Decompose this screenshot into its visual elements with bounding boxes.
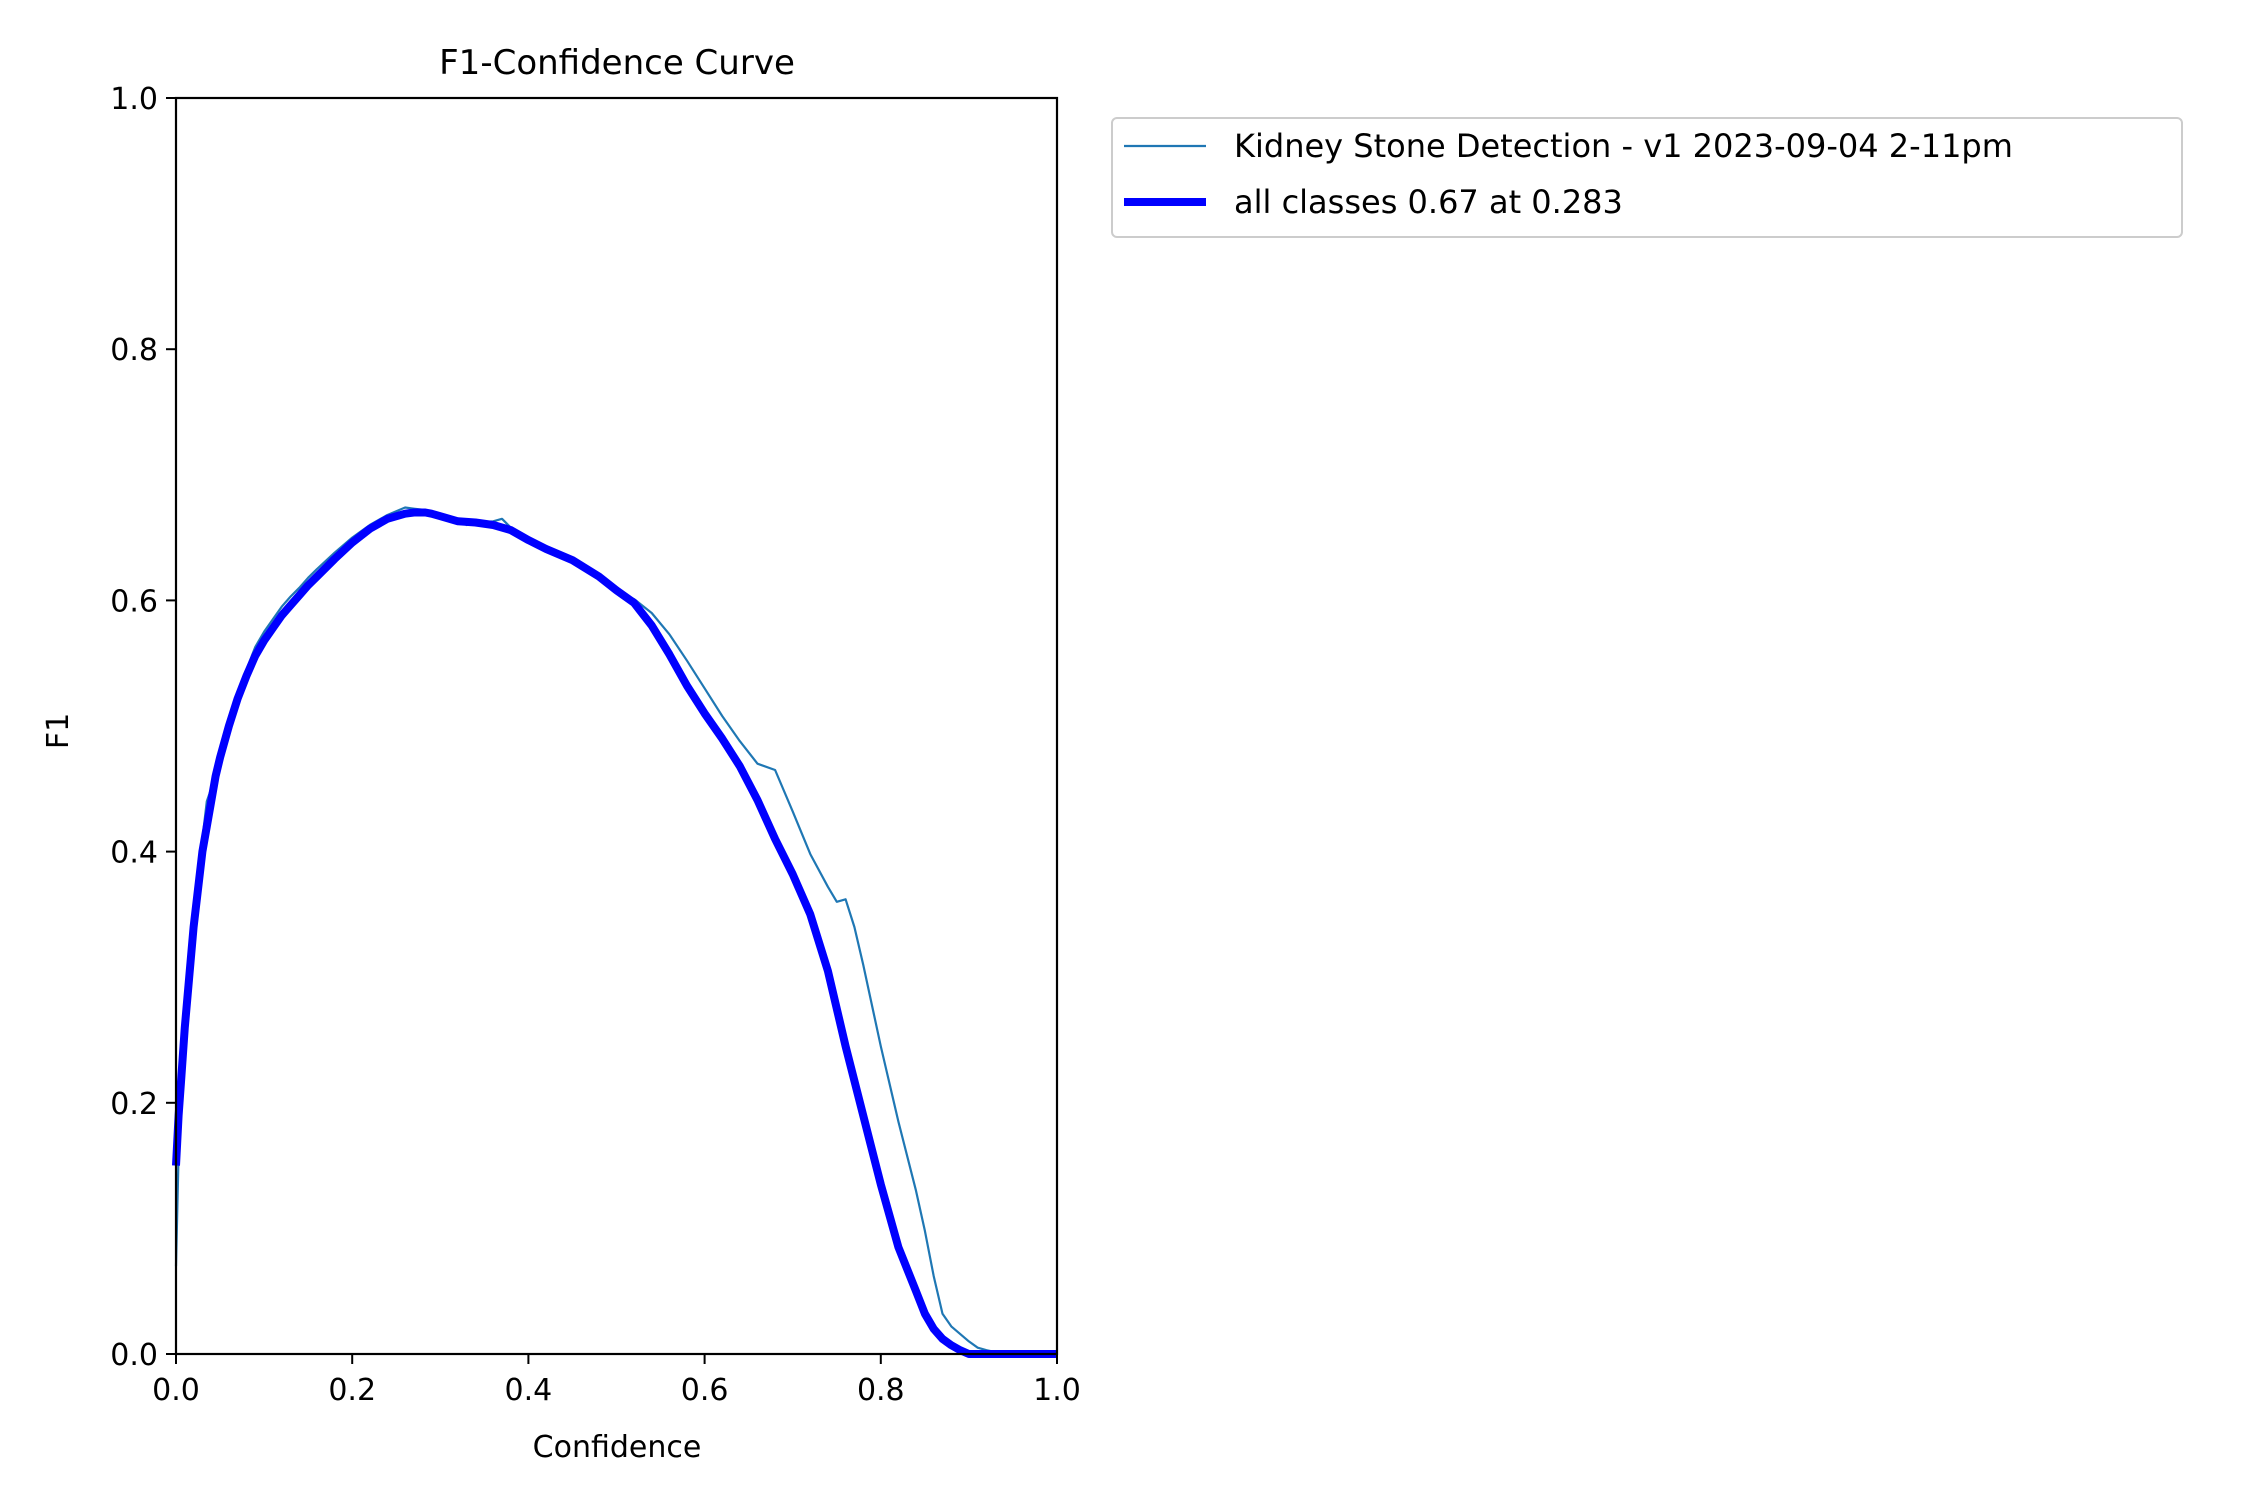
y-tick-label: 1.0 <box>110 82 158 117</box>
x-tick-label: 1.0 <box>1033 1373 1081 1408</box>
y-axis-label: F1 <box>41 713 76 749</box>
y-tick-label: 0.6 <box>110 584 158 619</box>
y-tick-label: 0.2 <box>110 1087 158 1122</box>
legend-frame <box>1111 117 2183 238</box>
x-tick-label: 0.4 <box>505 1373 553 1408</box>
x-tick-label: 0.2 <box>328 1373 376 1408</box>
chart-title: F1-Confidence Curve <box>439 43 795 83</box>
plot-frame <box>174 96 1059 1356</box>
series-layer <box>172 506 1057 1358</box>
legend-label-series-2: all classes 0.67 at 0.283 <box>1234 183 1623 221</box>
x-tick-label: 0.0 <box>152 1373 200 1408</box>
y-tick-label: 0.4 <box>110 836 158 871</box>
x-axis-label: Confidence <box>533 1430 702 1465</box>
y-axis: 0.0 0.2 0.4 0.6 0.8 1.0 <box>110 82 176 1373</box>
y-tick-label: 0.0 <box>110 1338 158 1373</box>
legend-label-series-1: Kidney Stone Detection - v1 2023-09-04 2… <box>1234 127 2013 165</box>
x-tick-label: 0.8 <box>857 1373 905 1408</box>
y-tick-label: 0.8 <box>110 333 158 368</box>
x-tick-label: 0.6 <box>681 1373 729 1408</box>
series-line-2 <box>172 508 1057 1358</box>
legend: Kidney Stone Detection - v1 2023-09-04 2… <box>1111 117 2183 238</box>
x-axis: 0.0 0.2 0.4 0.6 0.8 1.0 <box>152 1354 1081 1408</box>
